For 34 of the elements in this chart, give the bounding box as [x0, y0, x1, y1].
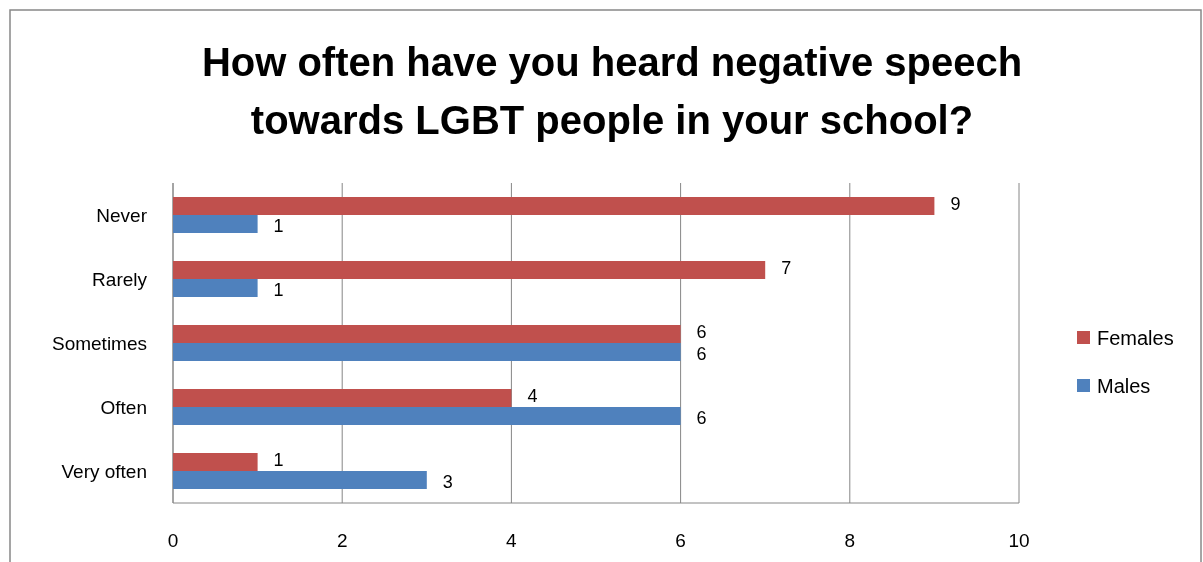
y-tick-label: Sometimes	[51, 333, 147, 354]
legend-label: Males	[1097, 375, 1151, 397]
data-label: 1	[273, 280, 284, 300]
data-label: 6	[696, 344, 707, 364]
data-label: 1	[273, 450, 284, 470]
bar	[173, 407, 681, 425]
data-label: 6	[696, 408, 707, 428]
y-tick-label: Never	[96, 205, 148, 226]
bar	[173, 261, 766, 279]
legend-label: Females	[1097, 327, 1174, 349]
y-tick-label: Often	[100, 397, 147, 418]
x-tick-label: 10	[1008, 530, 1030, 551]
x-tick-label: 6	[675, 530, 686, 551]
data-label: 1	[273, 216, 284, 236]
data-label: 3	[442, 472, 453, 492]
bar	[173, 453, 258, 471]
data-label: 4	[527, 386, 538, 406]
data-label: 6	[696, 322, 707, 342]
y-tick-label: Rarely	[92, 269, 148, 290]
bar	[173, 325, 681, 343]
data-label: 7	[781, 258, 792, 278]
data-label: 9	[950, 194, 961, 214]
bar	[173, 279, 258, 297]
y-tick-label: Very often	[61, 461, 147, 482]
bar	[173, 389, 512, 407]
x-tick-label: 8	[844, 530, 856, 551]
bar	[173, 471, 427, 489]
chart-title: How often have you heard negative speech towards LGBT people in your school?	[201, 40, 1023, 142]
bar	[173, 197, 935, 215]
x-tick-label: 2	[336, 530, 348, 551]
bar	[173, 343, 681, 361]
bar	[173, 215, 258, 233]
x-tick-label: 0	[167, 530, 179, 551]
x-tick-label: 4	[506, 530, 518, 551]
